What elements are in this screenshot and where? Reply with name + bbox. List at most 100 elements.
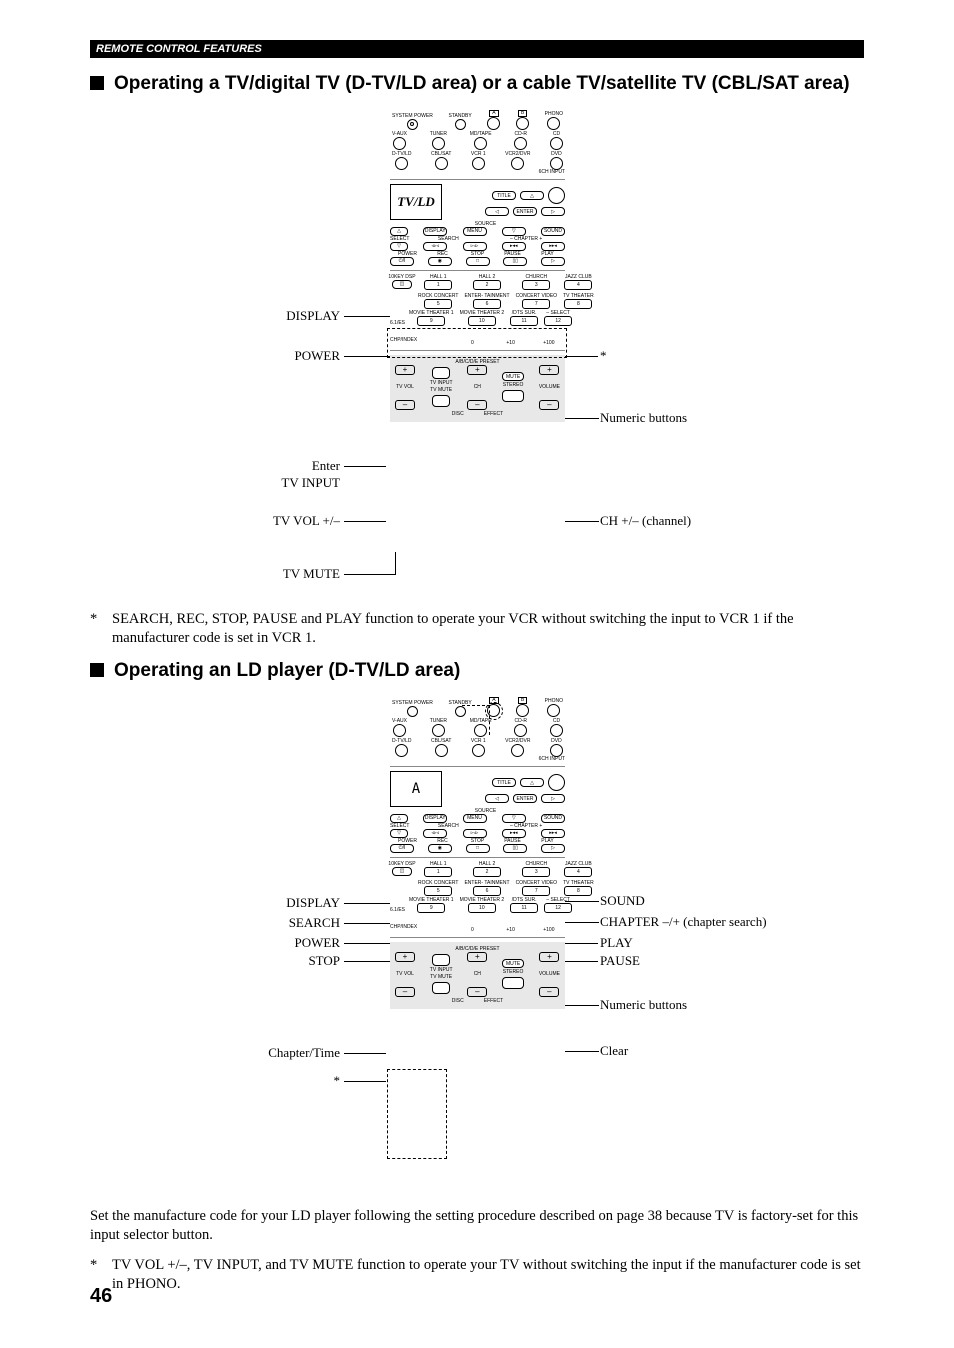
search-fwd-button[interactable]: ▹◃▹ [463, 242, 487, 251]
ch-minus-button[interactable]: – [467, 987, 487, 997]
lbl-vaux: V-AUX [392, 719, 407, 724]
chapter-prev-button[interactable]: ▸◂◂ [502, 242, 526, 251]
callout-numeric: Numeric buttons [600, 410, 687, 426]
lbl-hall1: HALL 1 [430, 862, 447, 867]
stop-button[interactable]: □ [466, 257, 490, 266]
tvvol-minus-button[interactable]: – [395, 400, 415, 410]
num-8-button[interactable]: 8 [564, 299, 592, 309]
vol-minus-button[interactable]: – [539, 987, 559, 997]
preset-abcd-button[interactable] [432, 954, 450, 966]
num-3-button[interactable]: 3 [522, 867, 550, 877]
num-2-button[interactable]: 2 [473, 280, 501, 290]
src-down-button[interactable]: ▽ [390, 242, 408, 251]
sound-button[interactable]: SOUND [541, 227, 565, 236]
rec-button[interactable]: ◉ [428, 844, 452, 853]
ch-minus-button[interactable]: – [467, 400, 487, 410]
pause-button[interactable]: ▯▯ [503, 844, 527, 853]
stereo-button[interactable] [502, 977, 524, 989]
menu-button[interactable]: MENU [463, 814, 487, 823]
lbl-mt1: MOVIE THEATER 1 [409, 898, 454, 903]
stereo-button[interactable] [502, 390, 524, 402]
nav-up-button[interactable]: △ [520, 191, 544, 200]
num-7-button[interactable]: 7 [522, 299, 550, 309]
tvmute-button[interactable] [432, 982, 450, 994]
num-12-button[interactable]: 12 [544, 903, 572, 913]
src-up-button[interactable]: △ [390, 814, 408, 823]
num-1-button[interactable]: 1 [424, 280, 452, 290]
nav-left-button[interactable]: ◁ [485, 207, 509, 216]
nav-left-button[interactable]: ◁ [485, 794, 509, 803]
tenkey-button[interactable]: ◫ [392, 280, 412, 289]
num-3-button[interactable]: 3 [522, 280, 550, 290]
src-up-button[interactable]: △ [390, 227, 408, 236]
search-rev-button[interactable]: ◃▹◃ [423, 242, 447, 251]
lbl-mt2: MOVIE THEATER 2 [460, 898, 505, 903]
mute-button[interactable]: MUTE [502, 959, 524, 968]
num-5-button[interactable]: 5 [424, 886, 452, 896]
title-button[interactable]: TITLE [492, 191, 516, 200]
lbl-cblsat: CBL/SAT [431, 739, 451, 744]
sound-button[interactable]: SOUND [541, 814, 565, 823]
callout2-stop: STOP [230, 953, 340, 969]
nav-enter-big-button[interactable] [548, 774, 565, 791]
num-6-button[interactable]: 6 [473, 886, 501, 896]
pause-button[interactable]: ▯▯ [503, 257, 527, 266]
num-4-button[interactable]: 4 [564, 867, 592, 877]
num-9-button[interactable]: 9 [417, 903, 445, 913]
chapter-next-button[interactable]: ▸▸◂ [541, 242, 565, 251]
num-9-button[interactable]: 9 [417, 316, 445, 326]
num-8-button[interactable]: 8 [564, 886, 592, 896]
stop-button[interactable]: □ [466, 844, 490, 853]
play-button[interactable]: ▷ [541, 844, 565, 853]
remote-diagram-1: DISPLAY POWER Enter TV INPUT TV VOL +/– … [90, 110, 864, 600]
display-button[interactable]: DISPLAY [423, 227, 447, 236]
ch-plus-button[interactable]: + [467, 365, 487, 375]
tvvol-minus-button[interactable]: – [395, 987, 415, 997]
enter-button[interactable]: ENTER [513, 794, 537, 803]
lbl-cd: CD [553, 719, 560, 724]
num-11-button[interactable]: 11 [510, 903, 538, 913]
power-button[interactable]: ⏻/I [390, 257, 414, 266]
chapter-prev-button[interactable]: ▸◂◂ [502, 829, 526, 838]
nav-up-button[interactable]: △ [520, 778, 544, 787]
mute-button[interactable]: MUTE [502, 372, 524, 381]
num-12-button[interactable]: 12 [544, 316, 572, 326]
lbl-10key: 10KEY DSP [388, 862, 415, 867]
play-button[interactable]: ▷ [541, 257, 565, 266]
menu-button[interactable]: MENU [463, 227, 487, 236]
nav-down-button[interactable]: ▽ [502, 814, 526, 823]
display-button[interactable]: DISPLAY [423, 814, 447, 823]
num-6-button[interactable]: 6 [473, 299, 501, 309]
nav-enter-big-button[interactable] [548, 187, 565, 204]
enter-button[interactable]: ENTER [513, 207, 537, 216]
ch-plus-button[interactable]: + [467, 952, 487, 962]
nav-right-button[interactable]: ▷ [541, 794, 565, 803]
tvvol-plus-button[interactable]: + [395, 365, 415, 375]
num-7-button[interactable]: 7 [522, 886, 550, 896]
num-2-button[interactable]: 2 [473, 867, 501, 877]
num-5-button[interactable]: 5 [424, 299, 452, 309]
rec-button[interactable]: ◉ [428, 257, 452, 266]
vol-plus-button[interactable]: + [539, 952, 559, 962]
search-fwd-button[interactable]: ▹◃▹ [463, 829, 487, 838]
vol-minus-button[interactable]: – [539, 400, 559, 410]
num-4-button[interactable]: 4 [564, 280, 592, 290]
preset-abcd-button[interactable] [432, 367, 450, 379]
lbl-stereo: STEREO [503, 383, 524, 388]
chapter-next-button[interactable]: ▸▸◂ [541, 829, 565, 838]
src-down-button[interactable]: ▽ [390, 829, 408, 838]
num-11-button[interactable]: 11 [510, 316, 538, 326]
num-1-button[interactable]: 1 [424, 867, 452, 877]
title-button[interactable]: TITLE [492, 778, 516, 787]
vol-plus-button[interactable]: + [539, 365, 559, 375]
search-rev-button[interactable]: ◃▹◃ [423, 829, 447, 838]
power-button[interactable]: ⏻/I [390, 844, 414, 853]
num-10-button[interactable]: 10 [468, 903, 496, 913]
tenkey-button[interactable]: ◫ [392, 867, 412, 876]
nav-right-button[interactable]: ▷ [541, 207, 565, 216]
tvvol-plus-button[interactable]: + [395, 952, 415, 962]
nav-down-button[interactable]: ▽ [502, 227, 526, 236]
num-10-button[interactable]: 10 [468, 316, 496, 326]
tvmute-button[interactable] [432, 395, 450, 407]
callout2-play: PLAY [600, 935, 633, 951]
